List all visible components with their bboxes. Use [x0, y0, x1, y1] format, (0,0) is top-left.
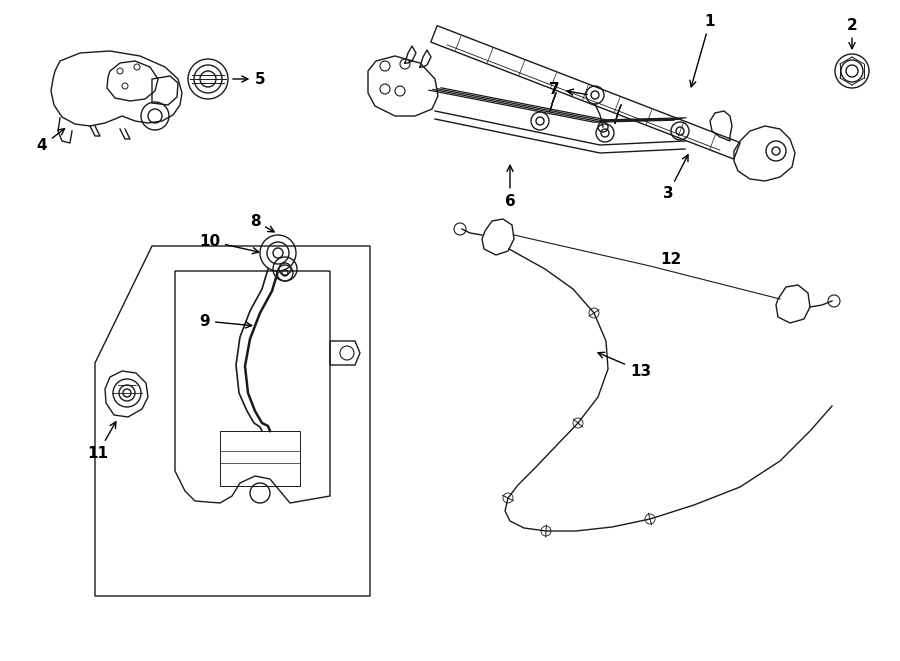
Text: 9: 9	[200, 313, 252, 329]
Text: 2: 2	[847, 17, 858, 49]
Text: 12: 12	[660, 251, 681, 266]
Text: 10: 10	[199, 233, 259, 254]
Text: 5: 5	[233, 71, 266, 87]
Text: 8: 8	[249, 214, 274, 232]
Text: 1: 1	[690, 13, 716, 87]
Text: 3: 3	[662, 155, 688, 202]
Text: 4: 4	[37, 129, 65, 153]
Text: 11: 11	[87, 422, 116, 461]
Text: 6: 6	[505, 165, 516, 208]
Text: 7: 7	[549, 81, 588, 97]
Text: 13: 13	[598, 352, 651, 379]
